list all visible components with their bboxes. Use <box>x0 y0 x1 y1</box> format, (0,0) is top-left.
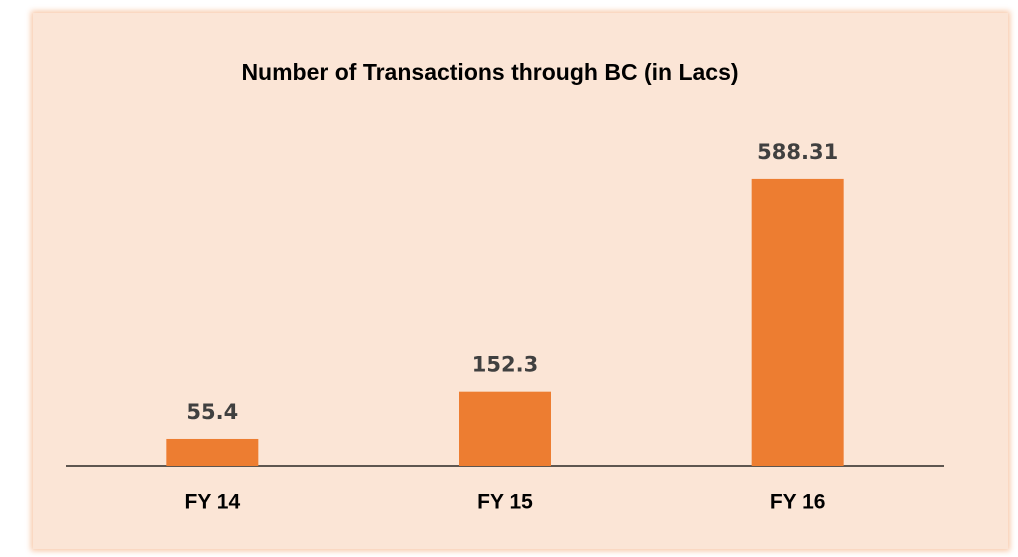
data-label: 55.4 <box>186 400 238 424</box>
panel <box>33 13 1008 549</box>
x-tick-label: FY 15 <box>477 491 533 514</box>
x-tick-label: FY 14 <box>185 491 241 514</box>
data-label: 152.3 <box>472 353 538 377</box>
bar <box>459 391 551 466</box>
data-label: 588.31 <box>757 140 838 164</box>
bar <box>751 178 844 466</box>
bar <box>166 438 259 466</box>
chart-title: Number of Transactions through BC (in La… <box>241 59 738 85</box>
x-tick-label: FY 16 <box>770 491 826 514</box>
